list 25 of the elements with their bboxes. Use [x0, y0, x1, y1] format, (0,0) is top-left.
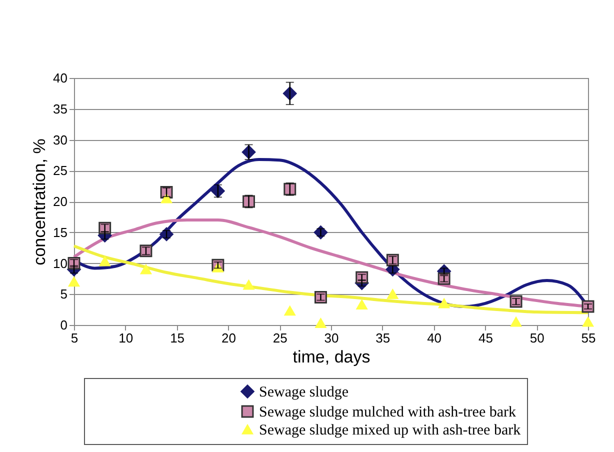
x-tick-label: 30 [324, 330, 339, 346]
legend-label: Sewage sludge mixed up with ash-tree bark [259, 422, 522, 438]
y-axis-title: concentration, % [30, 138, 50, 266]
x-tick-label: 25 [272, 330, 288, 346]
x-tick-label: 10 [118, 330, 134, 346]
x-tick-label: 5 [70, 330, 78, 346]
x-axis-title: time, days [292, 348, 370, 366]
y-tick-label: 40 [53, 70, 68, 86]
x-tick-label: 50 [530, 330, 544, 346]
x-tick-label: 15 [170, 330, 185, 346]
y-tick-label: 20 [53, 194, 68, 209]
y-tick-label: 10 [53, 256, 68, 271]
x-tick-label: 55 [581, 330, 596, 346]
y-tick-label: 5 [60, 286, 68, 302]
y-tick-label: 30 [53, 132, 68, 148]
x-tick-label: 40 [427, 330, 442, 346]
legend-label: Sewage sludge [259, 384, 349, 400]
y-tick-label: 35 [53, 101, 68, 116]
y-tick-label: 15 [53, 224, 68, 240]
x-tick-label: 35 [376, 330, 390, 346]
x-tick-label: 20 [221, 330, 236, 346]
y-tick-label: 0 [60, 318, 68, 332]
x-tick-label: 45 [478, 330, 493, 346]
legend-label: Sewage sludge mulched with ash-tree bark [259, 404, 516, 420]
y-tick-label: 25 [53, 163, 68, 178]
